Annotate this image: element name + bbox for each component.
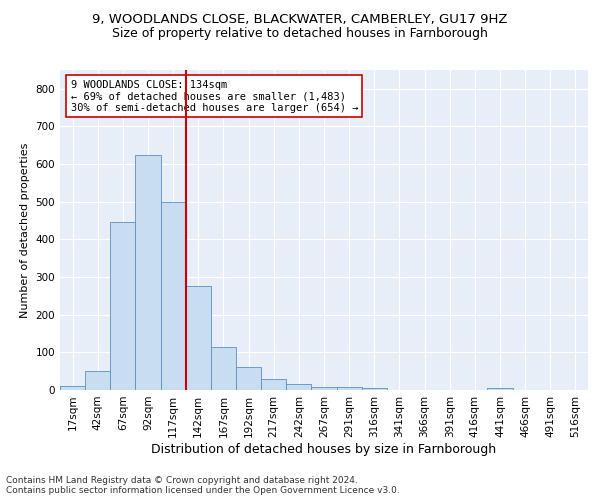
Text: Contains public sector information licensed under the Open Government Licence v3: Contains public sector information licen…	[6, 486, 400, 495]
Bar	[362, 388, 387, 390]
Bar	[487, 388, 512, 390]
Bar	[211, 346, 236, 390]
Text: Contains HM Land Registry data © Crown copyright and database right 2024.: Contains HM Land Registry data © Crown c…	[6, 476, 358, 485]
Bar	[136, 154, 161, 390]
Text: 9 WOODLANDS CLOSE: 134sqm
← 69% of detached houses are smaller (1,483)
30% of se: 9 WOODLANDS CLOSE: 134sqm ← 69% of detac…	[71, 80, 358, 113]
Bar	[337, 387, 362, 390]
Bar	[286, 384, 311, 390]
Bar	[186, 286, 211, 390]
Bar	[311, 387, 337, 390]
Bar	[60, 386, 85, 390]
Bar	[161, 202, 186, 390]
Bar	[261, 378, 286, 390]
Y-axis label: Number of detached properties: Number of detached properties	[20, 142, 30, 318]
Bar	[85, 371, 110, 390]
Text: Size of property relative to detached houses in Farnborough: Size of property relative to detached ho…	[112, 28, 488, 40]
Bar	[110, 222, 136, 390]
X-axis label: Distribution of detached houses by size in Farnborough: Distribution of detached houses by size …	[151, 442, 497, 456]
Text: 9, WOODLANDS CLOSE, BLACKWATER, CAMBERLEY, GU17 9HZ: 9, WOODLANDS CLOSE, BLACKWATER, CAMBERLE…	[92, 12, 508, 26]
Bar	[236, 368, 261, 390]
